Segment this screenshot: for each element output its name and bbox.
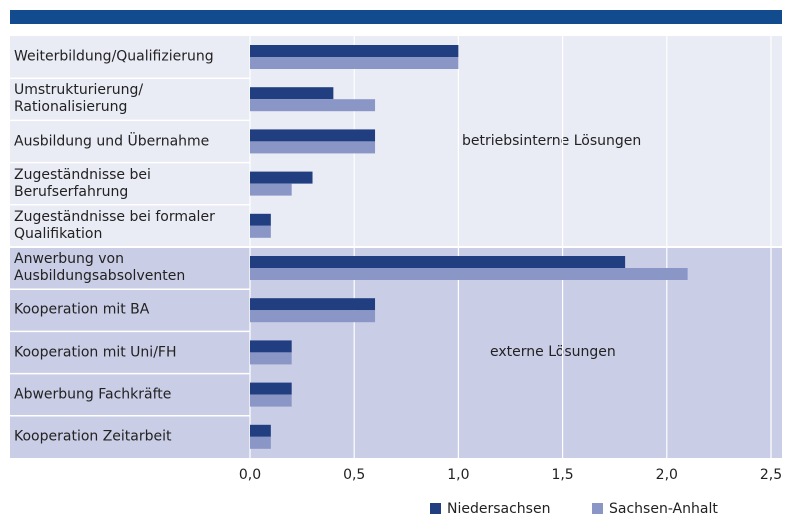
bar [250, 394, 292, 407]
y-tick-label: Kooperation mit Uni/FH [14, 344, 177, 360]
y-tick-label: Kooperation Zeitarbeit [14, 428, 172, 445]
annotation: betriebsinterne Lösungen [462, 133, 641, 149]
bar [250, 382, 292, 395]
bar [250, 298, 376, 311]
bar [250, 225, 271, 238]
legend-swatch [430, 503, 441, 514]
bar [250, 340, 292, 353]
x-tick-label: 0,0 [239, 467, 261, 483]
x-tick-label: 1,5 [551, 467, 573, 483]
x-tick-label: 0,5 [343, 467, 365, 483]
bar [250, 87, 334, 100]
y-tick-label: Zugeständnisse bei formaler Qualifikatio… [14, 208, 215, 242]
bar [250, 141, 376, 154]
y-tick-label: Abwerbung Fachkräfte [14, 386, 172, 403]
bar [250, 57, 459, 69]
bar [250, 129, 376, 142]
y-tick-label: Umstrukturierung/ Rationalisierung [14, 82, 144, 116]
x-tick-label: 2,0 [656, 467, 678, 483]
legend-swatch [592, 503, 603, 514]
bar [250, 213, 271, 226]
bar [250, 268, 688, 280]
bar [250, 256, 626, 268]
bar [250, 183, 292, 196]
legend-label: Sachsen-Anhalt [609, 501, 718, 517]
bar [250, 436, 271, 449]
y-tick-label: Ausbildung und Übernahme [14, 133, 210, 149]
bar [250, 352, 292, 365]
bar [250, 45, 459, 57]
legend-label: Niedersachsen [447, 501, 550, 517]
header-band [10, 10, 782, 24]
section-external [10, 247, 782, 458]
bar [250, 171, 313, 184]
bar [250, 310, 376, 323]
y-tick-label: Weiterbildung/Qualifizierung [14, 48, 214, 65]
bar [250, 99, 376, 112]
section-internal [10, 36, 782, 247]
x-tick-label: 2,5 [760, 467, 782, 483]
bar [250, 424, 271, 437]
annotation: externe Lösungen [490, 344, 616, 360]
y-tick-label: Anwerbung von Ausbildungsabsolventen [14, 251, 186, 285]
y-tick-label: Zugeständnisse bei Berufserfahrung [14, 166, 151, 200]
x-tick-label: 1,0 [447, 467, 469, 483]
y-tick-label: Kooperation mit BA [14, 301, 150, 318]
